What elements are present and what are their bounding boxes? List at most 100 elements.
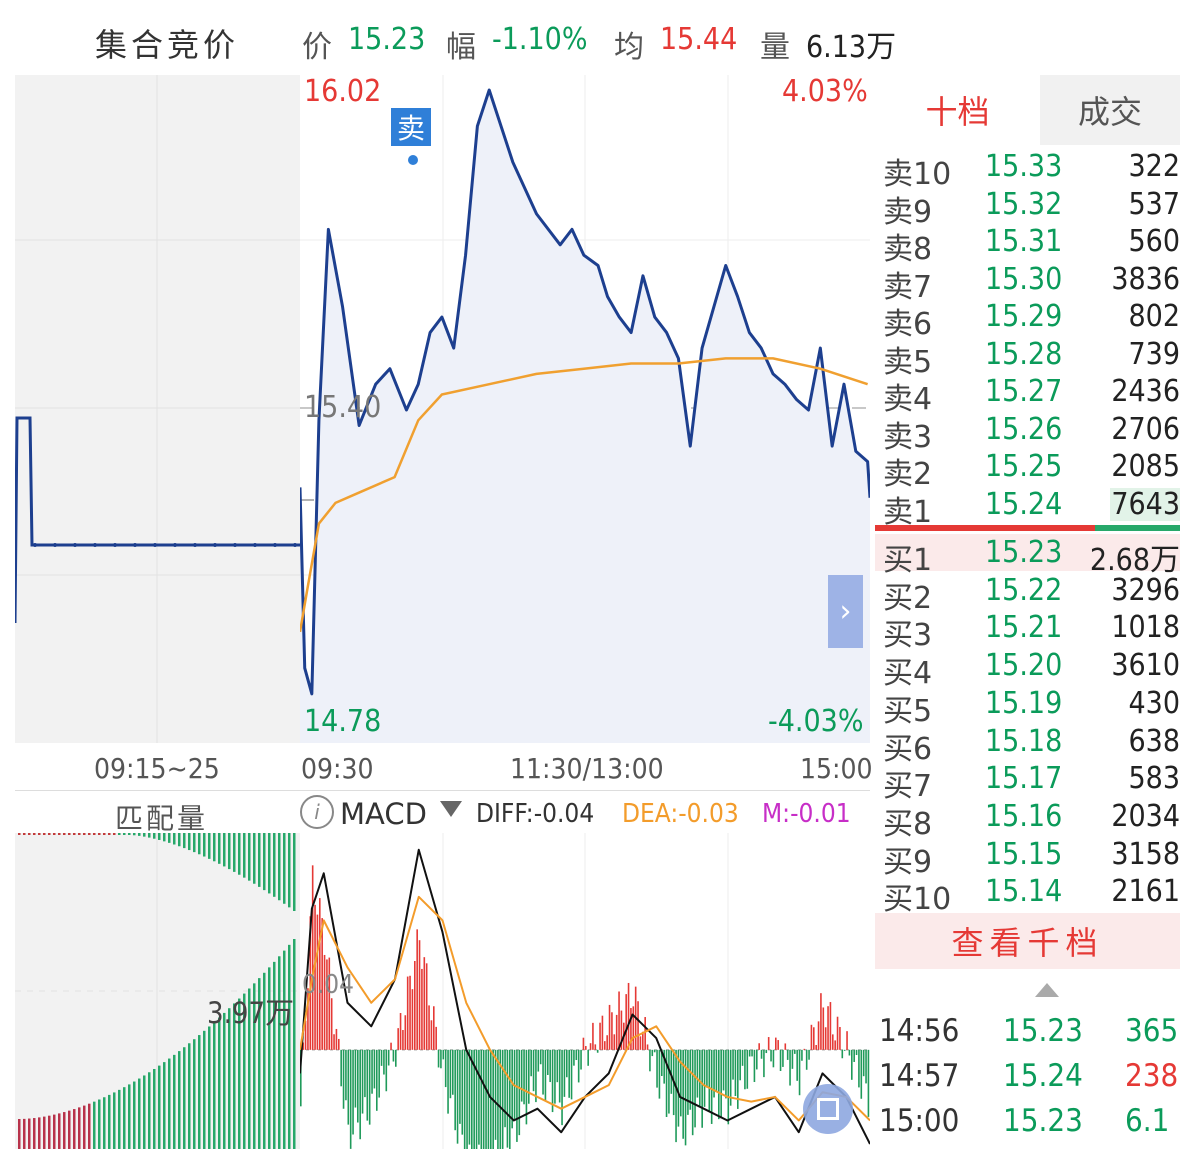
- match-volume-bar: [233, 833, 236, 872]
- ask-price: 15.28: [985, 336, 1063, 372]
- match-volume-bar: [203, 1030, 206, 1149]
- macd-histogram-bar: [651, 1049, 654, 1057]
- bid-row[interactable]: 买9 15.15 3158: [875, 837, 1180, 880]
- ask-row[interactable]: 卖9 15.32 537: [875, 187, 1180, 230]
- bid-row[interactable]: 买7 15.17 583: [875, 761, 1180, 804]
- macd-histogram-bar: [604, 1041, 606, 1050]
- match-volume-label: 匹配量: [115, 802, 209, 835]
- tab-ten-level[interactable]: 十档: [875, 75, 1040, 145]
- match-volume-bar: [138, 833, 141, 836]
- bid-volume: 2034: [1111, 798, 1180, 834]
- tick-volume: 6.1: [1125, 1103, 1170, 1139]
- match-volume-header: 匹配量: [15, 790, 300, 835]
- macd-histogram-bar: [858, 1049, 860, 1088]
- bid-row[interactable]: 买2 15.22 3296: [875, 573, 1180, 616]
- match-volume-bar: [33, 1118, 36, 1149]
- ask-row[interactable]: 卖3 15.26 2706: [875, 412, 1180, 455]
- macd-histogram-bar: [649, 1049, 651, 1072]
- low-price-label: 14.78: [304, 704, 382, 739]
- macd-histogram-bar: [813, 1027, 815, 1050]
- ask-row[interactable]: 卖6 15.29 802: [875, 299, 1180, 342]
- macd-histogram-bar: [803, 1048, 806, 1050]
- match-volume-bar: [133, 1081, 136, 1149]
- view-thousand-levels-button[interactable]: 查看千档: [875, 913, 1180, 969]
- macd-histogram-bar: [357, 1049, 359, 1123]
- macd-histogram-bar: [585, 1046, 587, 1050]
- macd-histogram-bar: [637, 1001, 639, 1050]
- indicator-select[interactable]: MACD: [340, 797, 427, 831]
- ask-price: 15.24: [985, 486, 1063, 522]
- bid-volume: 2161: [1111, 874, 1180, 910]
- match-volume-bar: [43, 1116, 46, 1149]
- ask-row[interactable]: 卖1 15.24 7643: [875, 486, 1180, 530]
- macd-histogram-bar: [796, 1049, 798, 1081]
- macd-histogram-bar: [459, 1049, 461, 1124]
- macd-histogram-bar: [722, 1049, 725, 1091]
- fullscreen-button[interactable]: [803, 1084, 853, 1134]
- info-icon[interactable]: i: [300, 795, 334, 829]
- macd-histogram-bar: [385, 1049, 388, 1092]
- bid-row[interactable]: 买6 15.18 638: [875, 724, 1180, 767]
- ask-row[interactable]: 卖8 15.31 560: [875, 224, 1180, 267]
- caret-down-icon[interactable]: [440, 801, 462, 817]
- macd-histogram-bar: [471, 1049, 473, 1149]
- match-volume-bar: [173, 1054, 176, 1149]
- macd-histogram-bar: [338, 1038, 340, 1050]
- ask-volume: 739: [1128, 336, 1180, 372]
- mid-price-label: 15.40: [304, 390, 382, 425]
- match-volume-bar: [278, 956, 281, 1149]
- macd-histogram-bar: [784, 1043, 787, 1050]
- macd-histogram-bar: [805, 1049, 808, 1070]
- match-volume-bar: [143, 833, 146, 837]
- match-volume-bar: [243, 993, 246, 1149]
- macd-histogram-bar: [570, 1049, 573, 1100]
- macd-histogram-bar: [528, 1049, 530, 1104]
- expand-panel-button[interactable]: ›: [828, 575, 863, 648]
- macd-histogram-bar: [710, 1049, 713, 1124]
- ask-level-label: 卖1: [883, 494, 933, 530]
- match-volume-bar: [253, 833, 256, 884]
- macd-histogram-bar: [323, 954, 326, 1050]
- bid-row[interactable]: 买8 15.16 2034: [875, 798, 1180, 842]
- macd-histogram-bar: [383, 1049, 385, 1075]
- match-volume-bar: [273, 961, 276, 1149]
- macd-histogram-bar: [485, 1049, 487, 1149]
- bid-level-label: 买5: [883, 693, 933, 729]
- macd-histogram-bar: [525, 1049, 528, 1125]
- auction-price-line: [15, 416, 300, 624]
- macd-histogram-bar: [330, 998, 333, 1050]
- macd-histogram-bar: [452, 1049, 454, 1095]
- intraday-price-chart[interactable]: [300, 75, 870, 743]
- macd-histogram-bar: [380, 1049, 383, 1066]
- match-volume-bar: [213, 833, 216, 862]
- bid-row[interactable]: 买10 15.14 2161: [875, 874, 1180, 917]
- macd-histogram-bar: [549, 1049, 551, 1083]
- macd-histogram-bar: [399, 1013, 402, 1050]
- macd-histogram-bar: [675, 1049, 677, 1143]
- ask-row[interactable]: 卖10 15.33 322: [875, 149, 1180, 192]
- match-volume-bar: [78, 833, 81, 835]
- fullscreen-icon: [817, 1098, 839, 1120]
- ask-price: 15.33: [985, 149, 1063, 184]
- bid-row[interactable]: 买1 15.23 2.68万: [875, 535, 1180, 578]
- auction-title: 集合竞价: [95, 26, 240, 64]
- macd-histogram-bar: [642, 1031, 644, 1050]
- match-volume-bar: [38, 1117, 41, 1149]
- tab-trades[interactable]: 成交: [1040, 75, 1180, 145]
- ask-row[interactable]: 卖2 15.25 2085: [875, 449, 1180, 492]
- bid-price: 15.19: [985, 685, 1063, 721]
- order-book: 十档 成交 查看千档 卖10 15.33 322 卖9 15.32 537 卖8 15.31 5…: [875, 75, 1180, 1171]
- ask-row[interactable]: 卖7 15.30 3836: [875, 262, 1180, 305]
- sell-marker[interactable]: 卖: [391, 108, 431, 146]
- bid-row[interactable]: 买3 15.21 1018: [875, 610, 1180, 653]
- ask-row[interactable]: 卖4 15.27 2436: [875, 374, 1180, 417]
- bid-row[interactable]: 买4 15.20 3610: [875, 648, 1180, 691]
- bid-row[interactable]: 买5 15.19 430: [875, 685, 1180, 729]
- macd-histogram-bar: [333, 1034, 335, 1050]
- macd-histogram-bar: [855, 1049, 858, 1056]
- ask-row[interactable]: 卖5 15.28 739: [875, 336, 1180, 380]
- caret-up-icon[interactable]: [1035, 983, 1059, 997]
- macd-histogram-bar: [349, 1049, 352, 1149]
- match-volume-bar: [223, 1012, 226, 1149]
- tick-price: 15.23: [1003, 1103, 1083, 1139]
